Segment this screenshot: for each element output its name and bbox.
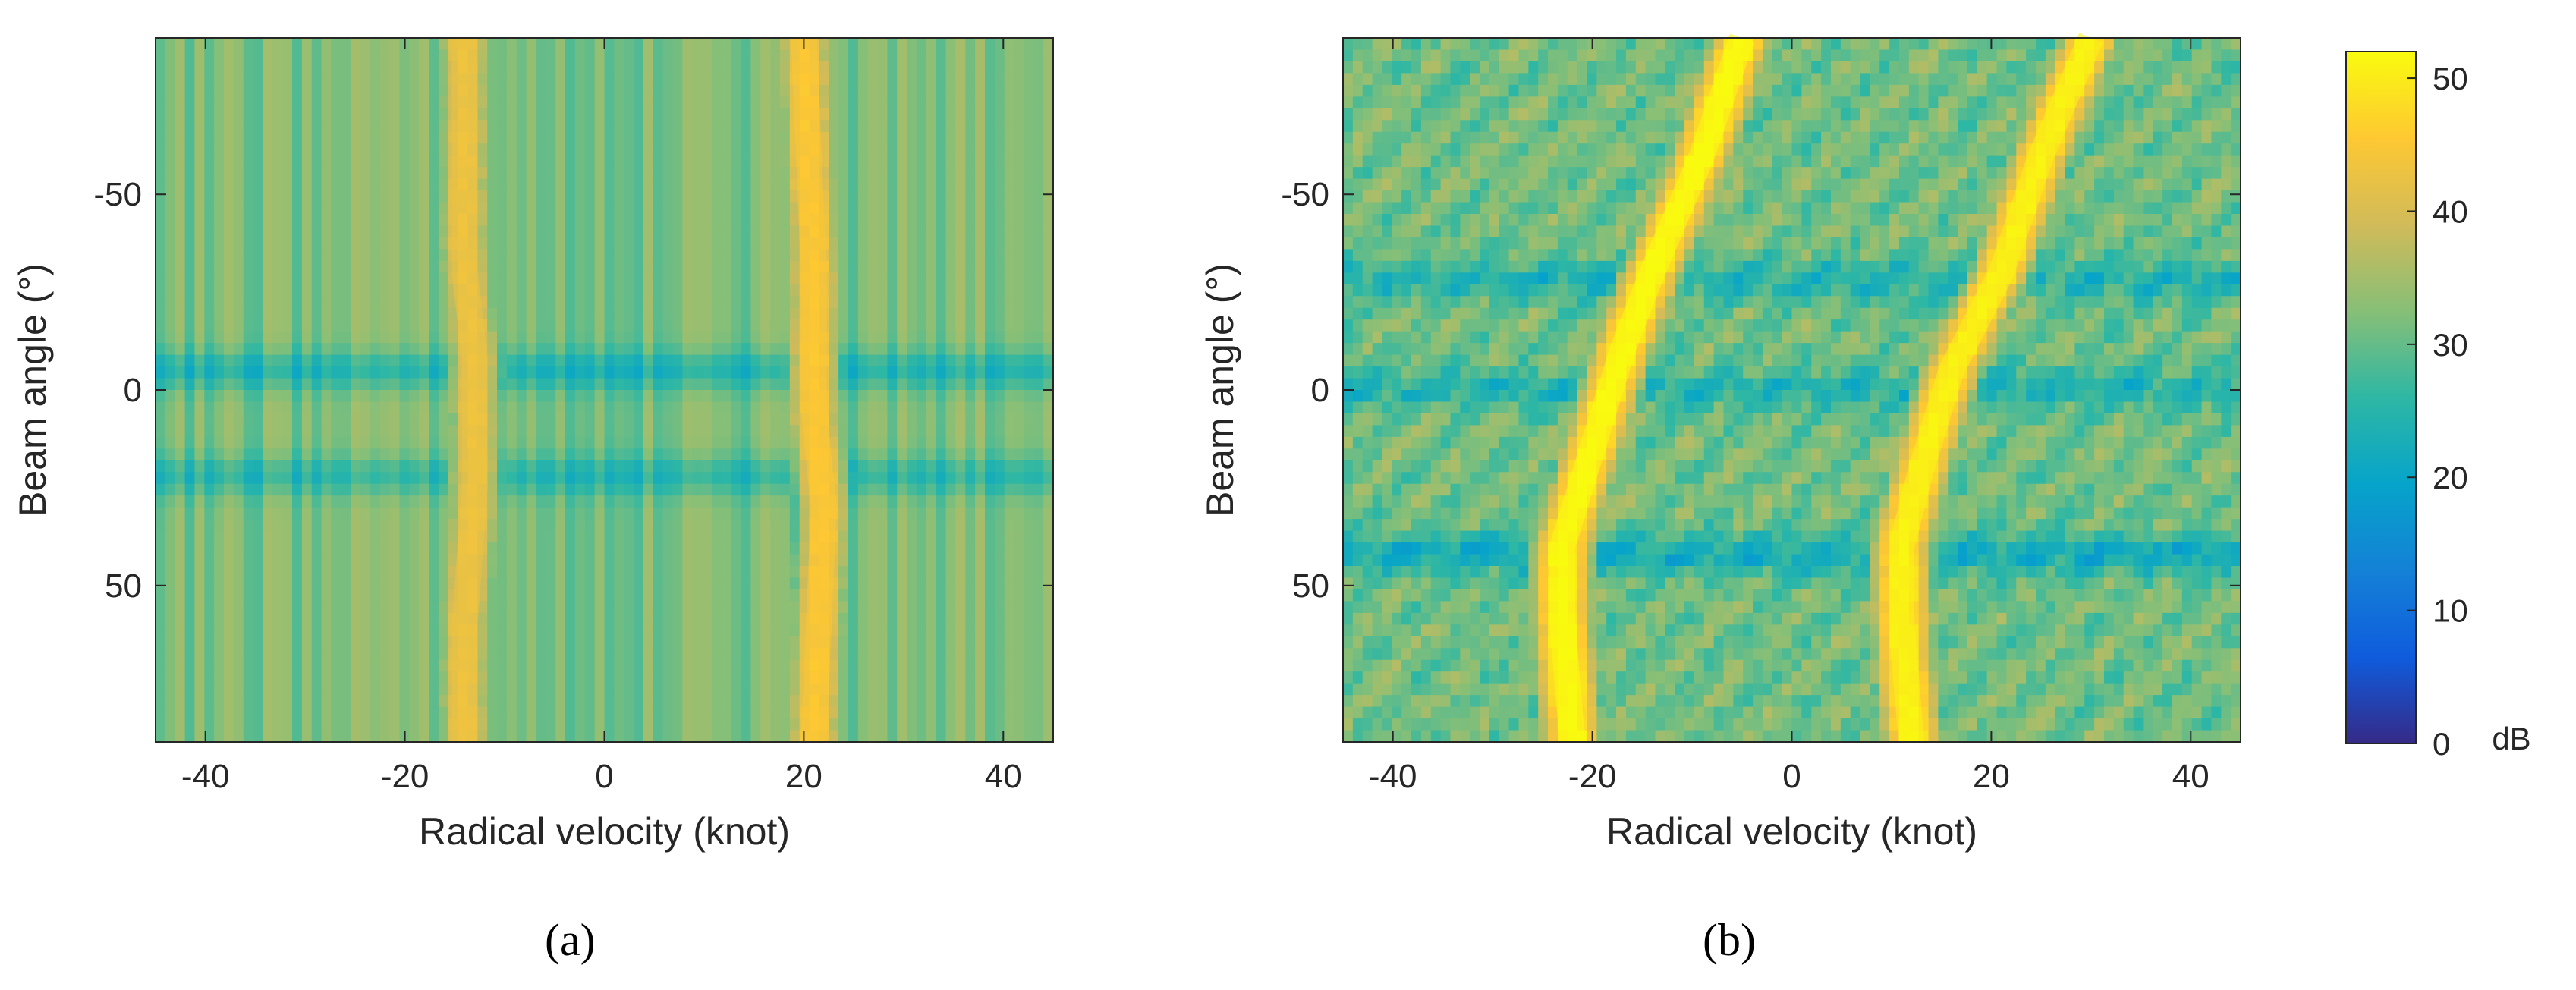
x-tick-label: -20: [1568, 758, 1617, 795]
ridge-target-1: [1549, 33, 1754, 743]
y-tick-label: 0: [1311, 372, 1329, 409]
ridge-target-2: [1889, 33, 2103, 743]
x-axis-label: Radical velocity (knot): [419, 810, 790, 853]
colorbar-tick-label: 50: [2433, 61, 2468, 96]
colorbar-unit-label: dB: [2492, 721, 2530, 756]
ridge-target-1: [451, 38, 488, 742]
heatmap-panel-b: -40 -20 0 20 40 -50 0 50 Radical velocity (knot)…: [1199, 33, 2241, 853]
y-tick-label: 50: [1292, 567, 1329, 605]
y-axis-label: Beam angle (°): [1199, 263, 1241, 517]
colorbar-tick-label: 40: [2433, 193, 2468, 229]
x-tick-label: 40: [2172, 758, 2210, 795]
colorbar-tick-label: 0: [2433, 726, 2450, 762]
y-tick-label: -50: [1281, 176, 1329, 213]
heatmap-panel-a: -40 -20 0 20 40 -50 0 50 Radical velocity (knot)…: [11, 37, 1054, 853]
x-tick-label: 20: [785, 758, 822, 795]
colorbar-gradient: [2345, 51, 2417, 744]
x-tick-label: -40: [181, 758, 230, 795]
colorbar: 0 10 20 30 40 50 dB: [2345, 51, 2531, 762]
panel-label-a: (a): [545, 915, 596, 965]
y-tick-label: 0: [124, 372, 142, 409]
heatmap-cells: [1343, 38, 2241, 743]
colorbar-tick-label: 20: [2433, 460, 2468, 495]
y-axis-label: Beam angle (°): [11, 263, 54, 517]
panel-label-b: (b): [1703, 915, 1756, 965]
y-tick-label: 50: [105, 567, 142, 605]
x-tick-label: -20: [381, 758, 429, 795]
x-tick-label: 0: [1782, 758, 1801, 795]
x-tick-label: 40: [985, 758, 1022, 795]
colorbar-tick-label: 30: [2433, 327, 2468, 363]
x-tick-label: 0: [595, 758, 613, 795]
ridge-target-2: [791, 37, 837, 743]
colorbar-tick-label: 10: [2433, 593, 2468, 629]
heatmap-cells: [156, 38, 1054, 743]
x-tick-label: -40: [1369, 758, 1417, 795]
y-tick-label: -50: [93, 176, 142, 213]
x-axis-label: Radical velocity (knot): [1606, 810, 1977, 853]
x-tick-label: 20: [1973, 758, 2010, 795]
